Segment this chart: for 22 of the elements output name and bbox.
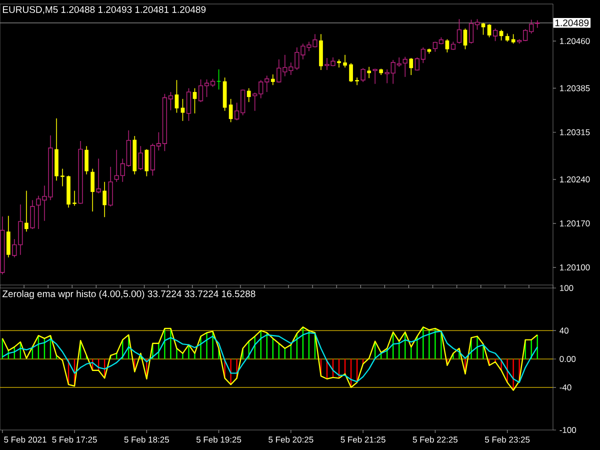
x-tick-label: 5 Feb 18:25 xyxy=(124,436,169,443)
chart-title: Zerolag ema wpr histo (4.00,5.00) 33.7224 33.7224 16.5288 xyxy=(2,290,256,300)
y-tick-label: 1.20315 xyxy=(560,129,590,136)
x-tick-label: 5 Feb 20:25 xyxy=(268,436,314,443)
x-tick-label: 5 Feb 21:25 xyxy=(340,436,386,443)
y-tick-label: -40 xyxy=(560,384,572,390)
y-tick-label: 0.00 xyxy=(560,356,576,362)
y-tick-label: 1.20100 xyxy=(560,264,590,270)
y-tick-label: 1.20170 xyxy=(560,220,590,226)
y-tick-label: 1.20240 xyxy=(560,176,590,182)
y-tick-label: 1.20385 xyxy=(560,85,590,92)
x-tick-label: 5 Feb 23:25 xyxy=(484,436,530,443)
x-tick-label: 5 Feb 17:25 xyxy=(52,436,97,443)
y-tick-label: 100 xyxy=(560,285,574,292)
chart-title: EURUSD,M5 1.20488 1.20493 1.20481 1.20489 xyxy=(2,6,206,14)
x-tick-label: 5 Feb 19:25 xyxy=(196,436,242,443)
x-tick-label: 5 Feb 2021 xyxy=(4,436,46,443)
y-tick-label: 1.20460 xyxy=(560,38,590,44)
y-tick-label: -100 xyxy=(560,427,576,434)
y-tick-label: 40 xyxy=(560,328,568,334)
ref-line-label: 1.20489 xyxy=(555,19,589,26)
x-tick-label: 5 Feb 22:25 xyxy=(412,436,458,443)
